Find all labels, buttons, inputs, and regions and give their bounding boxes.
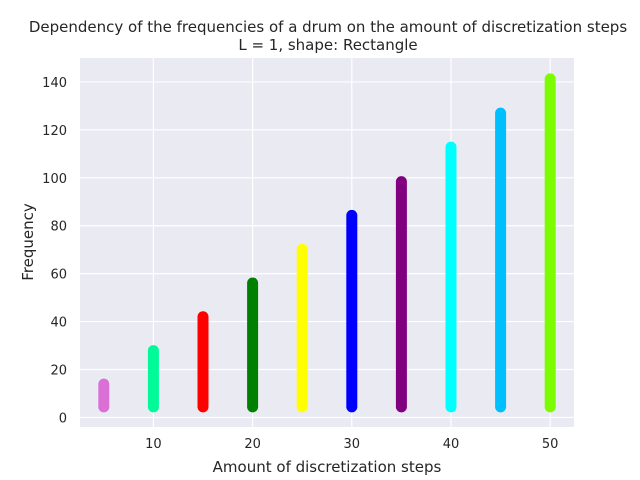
plot-area: [80, 58, 574, 427]
y-tick-label: 60: [50, 268, 67, 283]
chart-title: Dependency of the frequencies of a drum …: [29, 18, 627, 36]
y-axis-label: Frequency: [19, 203, 37, 281]
y-tick-label: 100: [42, 172, 67, 187]
y-tick-label: 40: [50, 316, 67, 331]
x-tick-label: 30: [344, 437, 361, 452]
y-tick-label: 120: [42, 124, 67, 139]
y-tick-label: 20: [50, 363, 67, 378]
x-tick-label: 50: [542, 437, 559, 452]
x-tick-label: 10: [145, 437, 162, 452]
y-tick-label: 0: [59, 411, 67, 426]
x-tick-label: 40: [443, 437, 460, 452]
y-tick-label: 80: [50, 220, 67, 235]
x-tick-label: 20: [244, 437, 261, 452]
x-axis-label: Amount of discretization steps: [213, 458, 442, 476]
chart-subtitle: L = 1, shape: Rectangle: [238, 36, 417, 54]
y-tick-label: 140: [42, 76, 67, 91]
x-axis-ticks: 10 20 30 40 50: [145, 437, 558, 452]
data-series: [98, 73, 556, 413]
y-axis-ticks: 0 20 40 60 80 100 120 140: [42, 76, 67, 426]
